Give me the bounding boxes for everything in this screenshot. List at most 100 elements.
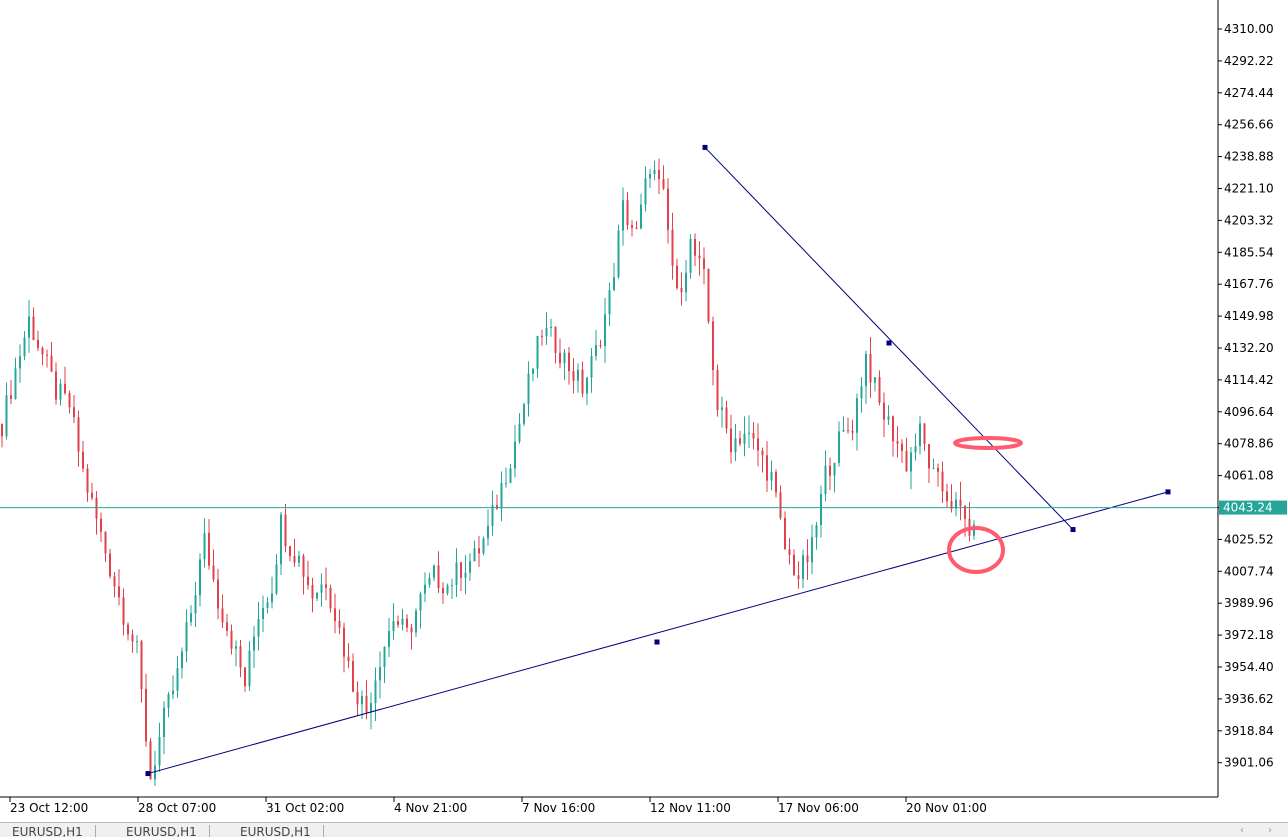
candle-body	[685, 272, 687, 293]
candle-body	[847, 430, 849, 432]
candle-body	[595, 345, 597, 357]
candle-body	[631, 225, 633, 228]
trendline-resistance[interactable]	[704, 147, 1074, 530]
candle-body	[235, 646, 237, 649]
candle-body	[748, 433, 750, 435]
time-tick-label: 23 Oct 12:00	[10, 801, 88, 815]
price-tick-label: 4096.64	[1224, 405, 1274, 419]
candle-body	[163, 707, 165, 737]
candle-body	[221, 608, 224, 623]
price-tick-label: 3954.40	[1224, 660, 1274, 674]
candle-body	[824, 465, 827, 495]
time-tick-label: 28 Oct 07:00	[138, 801, 216, 815]
candle-body	[883, 402, 885, 420]
candle-body	[253, 636, 255, 651]
candle-body	[527, 373, 530, 405]
candle-body	[770, 471, 773, 481]
candle-body	[338, 621, 341, 628]
price-tick-label: 4007.74	[1224, 564, 1274, 578]
candle-body	[644, 178, 647, 205]
price-tick-label: 4274.44	[1224, 86, 1274, 100]
candle-body	[131, 634, 134, 642]
candle-body	[203, 532, 206, 560]
candle-body	[140, 641, 143, 690]
candle-body	[532, 368, 534, 374]
candle-body	[446, 585, 449, 594]
candle-body	[95, 497, 98, 519]
chart-tab-bar: EURUSD,H1 EURUSD,H1 EURUSD,H1 ‹ ›	[0, 822, 1288, 837]
candle-body	[689, 239, 692, 273]
price-tick-label: 4256.66	[1224, 118, 1274, 132]
highlight-ellipse-marker[interactable]	[953, 436, 1023, 450]
candle-body	[829, 465, 831, 476]
tab-scroll-left-icon[interactable]: ‹	[1240, 825, 1244, 836]
candle-body	[505, 482, 507, 484]
candle-body	[217, 579, 219, 609]
candle-body	[334, 608, 336, 622]
candle-body	[109, 553, 111, 577]
candle-body	[307, 576, 309, 586]
candle-body	[869, 353, 872, 383]
candle-body	[104, 531, 107, 554]
current-price-label: 4043.24	[1219, 500, 1287, 515]
candle-body	[244, 667, 246, 687]
trendline-handle[interactable]	[1070, 527, 1076, 533]
candle-body	[257, 619, 260, 637]
candle-body	[563, 352, 566, 364]
candle-body	[833, 462, 836, 476]
candle-body	[568, 352, 570, 372]
candle-body	[100, 518, 102, 532]
candle-body	[379, 667, 381, 681]
chart-tab-3[interactable]: EURUSD,H1	[228, 825, 324, 837]
candle-body	[5, 395, 8, 437]
candle-body	[82, 451, 84, 469]
price-tick-label: 4149.98	[1224, 309, 1274, 323]
tab-scroll-right-icon[interactable]: ›	[1268, 825, 1272, 836]
candle-body	[550, 326, 552, 329]
candle-body	[788, 549, 791, 555]
candle-body	[248, 650, 251, 687]
candle-body	[289, 546, 291, 557]
chart-tab-1[interactable]: EURUSD,H1	[0, 825, 96, 837]
candle-body	[784, 517, 786, 550]
candle-body	[464, 572, 467, 578]
candle-body	[158, 736, 161, 766]
candle-body	[626, 200, 629, 226]
candle-body	[694, 239, 696, 256]
candle-body	[725, 407, 728, 429]
candle-body	[127, 624, 129, 635]
trendline-handle[interactable]	[886, 340, 892, 346]
candle-body	[946, 491, 948, 502]
candle-body	[766, 455, 768, 481]
candle-body	[388, 631, 390, 647]
trendline-handle[interactable]	[654, 639, 660, 645]
highlight-circle-marker[interactable]	[947, 526, 1005, 574]
candle-body	[541, 335, 543, 337]
candle-body	[262, 607, 264, 620]
price-tick-label: 4167.76	[1224, 277, 1274, 291]
candle-body	[190, 613, 192, 623]
trendline-handle[interactable]	[145, 771, 151, 777]
candle-body	[311, 585, 314, 599]
candle-body	[743, 433, 746, 444]
trendline-handle[interactable]	[1165, 489, 1171, 495]
chart-tab-2[interactable]: EURUSD,H1	[114, 825, 210, 837]
trendline-handle[interactable]	[702, 144, 708, 150]
price-tick-label: 4310.00	[1224, 22, 1274, 36]
time-axis[interactable]: 23 Oct 12:00 28 Oct 07:00 31 Oct 02:00 4 No…	[9, 797, 987, 815]
candle-body	[613, 277, 615, 291]
candle-body	[361, 695, 363, 705]
candle-body	[226, 622, 228, 631]
candle-body	[797, 575, 800, 580]
candle-body	[10, 395, 12, 399]
candle-body	[392, 621, 395, 632]
price-tick-label: 4078.86	[1224, 437, 1274, 451]
candle-body	[145, 689, 147, 742]
candle-body	[761, 450, 764, 456]
price-tick-label: 4221.10	[1224, 182, 1274, 196]
candle-body	[878, 377, 881, 403]
candle-body	[887, 416, 890, 420]
candle-body	[302, 555, 305, 577]
